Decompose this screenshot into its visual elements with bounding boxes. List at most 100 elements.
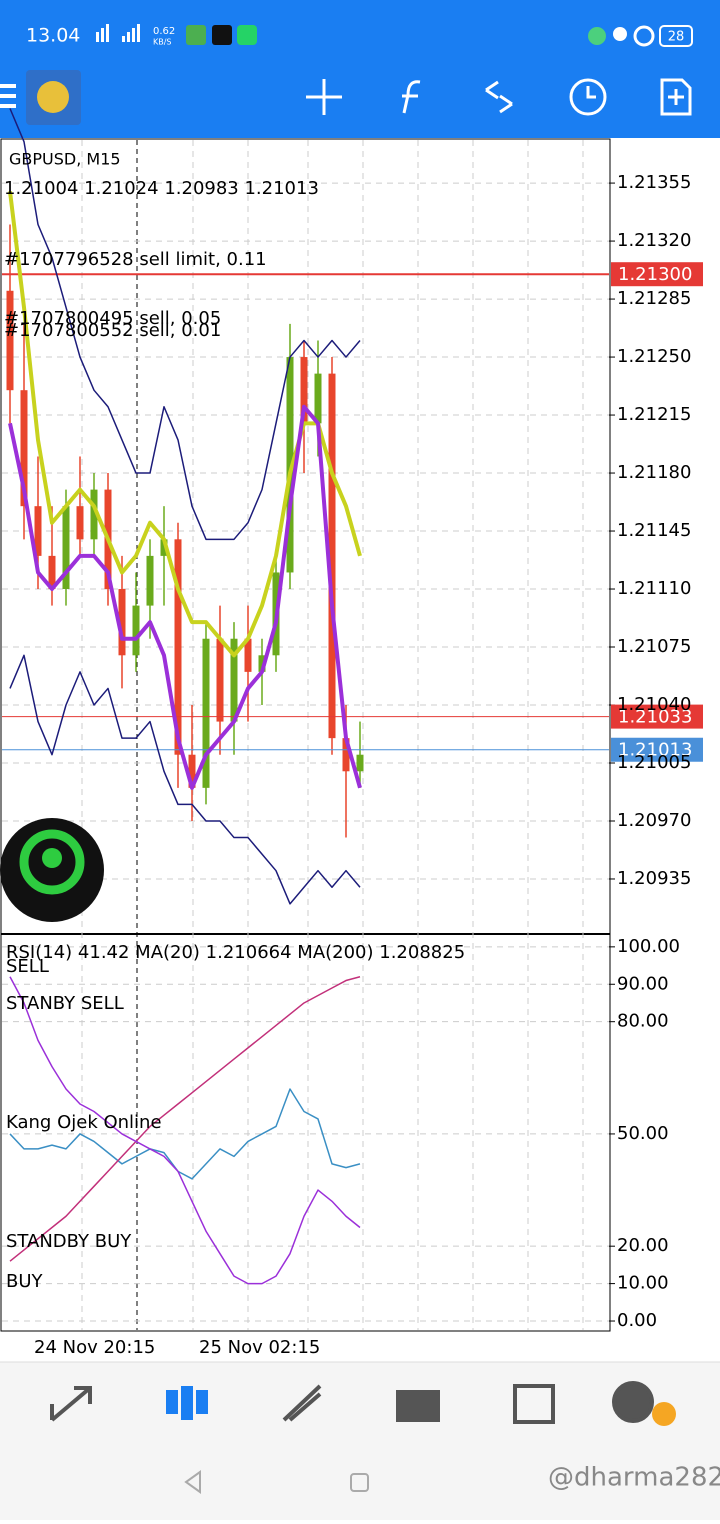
battery-level: 28 [668,30,685,45]
indicator-line [9,108,361,541]
y-tick-label: 1.21355 [617,172,691,193]
new-order-button[interactable] [660,78,692,116]
candle-body [62,506,70,590]
quotes-tab[interactable] [50,1386,92,1422]
candle-body [342,738,350,772]
candle-body [174,539,182,755]
price-tag-label: 1.21033 [618,707,692,728]
y-tick-label: 1.21215 [617,404,691,425]
price-tag-label: 1.21300 [618,264,692,285]
signal-icons [96,24,140,42]
price-tag [611,262,703,287]
messages-tab[interactable] [612,1381,654,1423]
y-tick-label: 90.00 [617,973,669,994]
level-label: SELL [6,956,49,977]
y-tick-label: 1.21320 [617,230,691,251]
battery [659,25,693,47]
y-tick-label: 20.00 [617,1235,669,1256]
y-tick-label: 1.21285 [617,288,691,309]
chart-tab[interactable] [166,1386,208,1420]
level-label: STANBY SELL [6,993,124,1014]
menu-icon[interactable] [0,84,16,108]
order-label: #1707800552 sell, 0.01 [4,320,221,341]
y-tick-label: 80.00 [617,1011,669,1032]
app-icon [212,25,232,45]
candle-body [202,638,210,788]
y-tick-label: 1.20935 [617,868,691,889]
history-tab[interactable] [396,1390,440,1422]
level-label: STANDBY BUY [6,1231,132,1252]
overlay-logo-head [42,848,62,868]
trade-tab[interactable] [282,1384,322,1422]
y-tick-label: 1.21040 [617,694,691,715]
candle-body [48,555,56,590]
indicator-line [9,976,361,1262]
y-tick-label: 10.00 [617,1273,669,1294]
candle-body [286,357,294,573]
candle-body [76,506,84,540]
symbol-title: GBPUSD, M15 [9,150,121,169]
maps-icon [186,25,206,45]
whatsapp-icon [237,25,257,45]
y-tick-label: 1.21145 [617,520,691,541]
time-grid [81,140,584,1330]
symbol-button[interactable] [485,80,513,114]
logo-mark [37,81,69,113]
order-label: #1707796528 sell limit, 0.11 [4,249,267,270]
candle-body [6,290,14,391]
candle-body [258,655,266,672]
bottom-area [0,1362,720,1520]
plot: 1.21300 1.21033 1.21013 [2,108,703,1322]
price-tag-label: 1.21013 [618,740,692,761]
message-badge [652,1402,676,1426]
candle-body [356,754,364,772]
y-tick-label: 1.20970 [617,810,691,831]
crosshair-button[interactable] [306,79,342,115]
candle-body [118,589,126,656]
top-bar [0,0,720,138]
net-unit: KB/S [153,38,172,47]
level-label: BUY [6,1271,44,1292]
candle-body [216,638,224,722]
price-tag [611,737,703,762]
x-tick-label: 25 Nov 02:15 [199,1337,320,1358]
x-tick-label: 24 Nov 20:15 [34,1337,155,1358]
order-label: #1707800495 sell, 0.05 [4,308,221,329]
indicator-line [9,976,361,1285]
location-icon [613,27,627,41]
y-tick-label: 1.21180 [617,462,691,483]
y-tick-label: 50.00 [617,1123,669,1144]
back-button[interactable] [184,1470,201,1494]
y-tick-label: 100.00 [617,936,680,957]
candle-body [34,506,42,556]
candle-body [160,539,168,556]
level-label: Kang Ojek Online [6,1112,162,1133]
net-speed: 0.62 [153,26,175,37]
home-button[interactable] [350,1473,369,1492]
candle-body [146,555,154,606]
candle-body [188,754,196,788]
y-tick-label: 1.21250 [617,346,691,367]
timeframe-button[interactable] [569,78,607,116]
news-tab[interactable] [513,1384,555,1424]
y-tick-label: 1.21110 [617,578,691,599]
indicator-line [9,654,361,905]
candle-body [90,489,98,540]
rsi-title: RSI(14) 41.42 MA(20) 1.210664 MA(200) 1.… [6,942,465,963]
candle-body [244,638,252,672]
watermark: @dharma282 [548,1463,720,1493]
overlay-logo-ring [19,829,85,895]
y-tick-label: 1.21005 [617,752,691,773]
chart-frame [0,138,611,1332]
candle-body [328,373,336,739]
shield-icon [588,27,606,45]
candle-body [132,605,140,656]
indicator-button[interactable] [402,80,421,114]
candle-body [314,373,322,424]
indicator-line [8,404,362,790]
candle-body [300,357,308,424]
price-tag [611,704,703,729]
ohlc-text: 1.21004 1.21024 1.20983 1.21013 [4,178,319,199]
y-tick-label: 0.00 [617,1310,657,1331]
